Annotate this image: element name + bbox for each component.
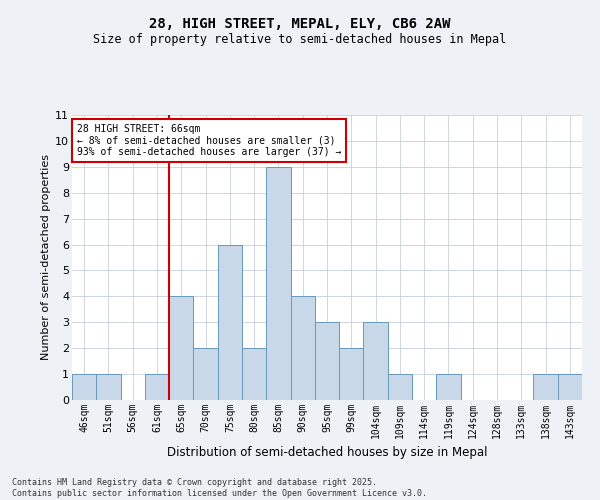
Bar (388, 374, 412, 400)
Bar (96, 374, 121, 400)
Bar (218, 244, 242, 400)
Bar (290, 296, 315, 400)
Bar (169, 296, 193, 400)
Text: 28 HIGH STREET: 66sqm
← 8% of semi-detached houses are smaller (3)
93% of semi-d: 28 HIGH STREET: 66sqm ← 8% of semi-detac… (77, 124, 341, 157)
Bar (364, 322, 388, 400)
Bar (145, 374, 169, 400)
Text: Contains HM Land Registry data © Crown copyright and database right 2025.
Contai: Contains HM Land Registry data © Crown c… (12, 478, 427, 498)
Y-axis label: Number of semi-detached properties: Number of semi-detached properties (41, 154, 51, 360)
Text: 28, HIGH STREET, MEPAL, ELY, CB6 2AW: 28, HIGH STREET, MEPAL, ELY, CB6 2AW (149, 18, 451, 32)
Bar (242, 348, 266, 400)
Bar (72, 374, 96, 400)
Bar (266, 167, 290, 400)
Bar (193, 348, 218, 400)
X-axis label: Distribution of semi-detached houses by size in Mepal: Distribution of semi-detached houses by … (167, 446, 487, 460)
Bar (315, 322, 339, 400)
Bar (558, 374, 582, 400)
Text: Size of property relative to semi-detached houses in Mepal: Size of property relative to semi-detach… (94, 32, 506, 46)
Bar (339, 348, 364, 400)
Bar (533, 374, 558, 400)
Bar (436, 374, 461, 400)
